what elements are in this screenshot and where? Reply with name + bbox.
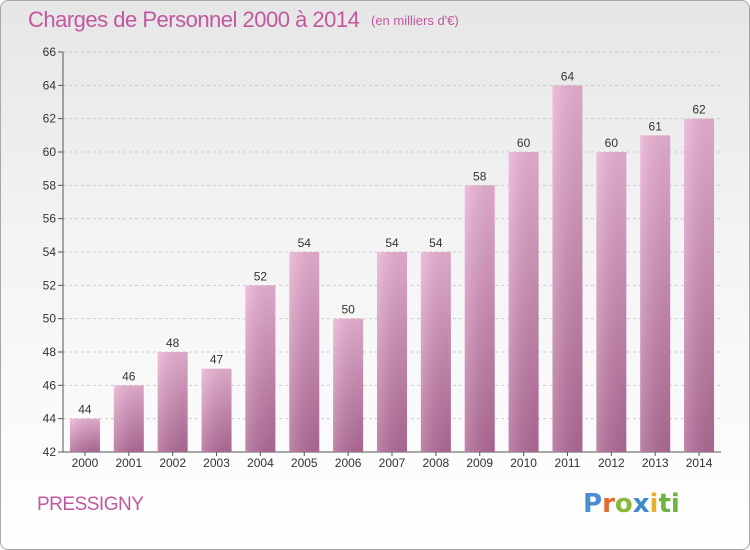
logo-letter: P [583,489,603,519]
data-label: 54 [298,236,312,250]
commune-name: PRESSIGNY [37,494,144,515]
data-label: 44 [78,403,92,417]
bar-shade [596,152,627,452]
x-tick-label: 2003 [203,456,230,470]
y-tick-label: 52 [43,278,57,292]
bars [69,85,715,453]
bar-shade [157,352,188,452]
data-label: 62 [692,103,706,117]
data-label: 47 [210,353,224,367]
y-tick-label: 44 [43,412,57,426]
bar-shade [245,285,276,452]
bar-shade [508,152,539,452]
logo-letter: o [614,489,633,519]
bar-shade [113,385,144,452]
data-label: 60 [605,136,619,150]
x-tick-label: 2006 [335,456,362,470]
x-tick-label: 2014 [686,456,713,470]
data-label: 52 [254,269,268,283]
y-tick-label: 64 [43,78,57,92]
bar-shade [333,318,364,452]
logo-letter: ti [658,489,680,519]
x-tick-label: 2000 [72,456,99,470]
bar-shade [552,85,583,452]
y-tick-label: 62 [43,112,57,126]
y-tick-label: 42 [43,445,57,459]
x-tick-label: 2009 [466,456,493,470]
x-tick-label: 2007 [379,456,406,470]
y-tick-label: 46 [43,378,57,392]
logo-letter: x [632,489,650,519]
y-tick-label: 54 [43,245,57,259]
x-tick-label: 2002 [159,456,186,470]
x-tick-label: 2004 [247,456,274,470]
y-tick-label: 66 [43,45,57,59]
x-tick-label: 2005 [291,456,318,470]
data-label: 50 [341,303,355,317]
data-label: 58 [473,169,487,183]
x-tick-label: 2011 [555,456,581,470]
x-tick-label: 2010 [510,456,537,470]
x-tick-label: 2012 [598,456,625,470]
y-tick-label: 56 [43,212,57,226]
data-label: 54 [429,236,443,250]
chart-title: Charges de Personnel 2000 à 2014 [28,7,360,32]
bar-shade [289,252,320,452]
data-label: 64 [561,69,575,83]
x-tick-label: 2008 [423,456,450,470]
data-label: 46 [122,369,136,383]
bar-shade [684,118,715,453]
chart-subtitle: (en milliers d'€) [371,13,459,28]
logo-letter: i [649,489,659,519]
x-tick-label: 2001 [115,456,142,470]
y-tick-label: 50 [43,312,57,326]
y-tick-label: 60 [43,145,57,159]
x-tick-label: 2013 [642,456,669,470]
bar-shade [464,185,495,453]
data-label: 54 [385,236,399,250]
bar-shade [377,252,407,452]
logo-letter: r [602,489,615,519]
bar-shade [640,135,671,453]
bar-shade [201,368,232,452]
data-label: 48 [166,336,180,350]
bar-shade [69,418,100,452]
bar-shade [420,252,451,452]
data-label: 60 [517,136,531,150]
proxiti-logo: Proxiti [583,489,680,519]
labels: 44 46 48 47 52 54 50 54 54 58 60 64 60 61 62 [78,69,706,416]
y-tick-label: 58 [43,178,57,192]
y-tick-label: 48 [43,345,57,359]
data-label: 61 [649,119,663,133]
